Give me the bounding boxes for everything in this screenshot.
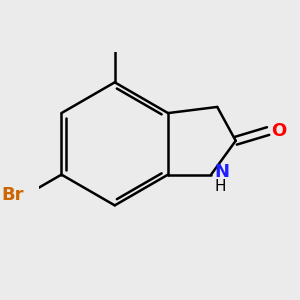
Text: H: H [215, 179, 226, 194]
Text: Br: Br [1, 186, 24, 204]
Text: O: O [271, 122, 286, 140]
Text: N: N [215, 163, 230, 181]
